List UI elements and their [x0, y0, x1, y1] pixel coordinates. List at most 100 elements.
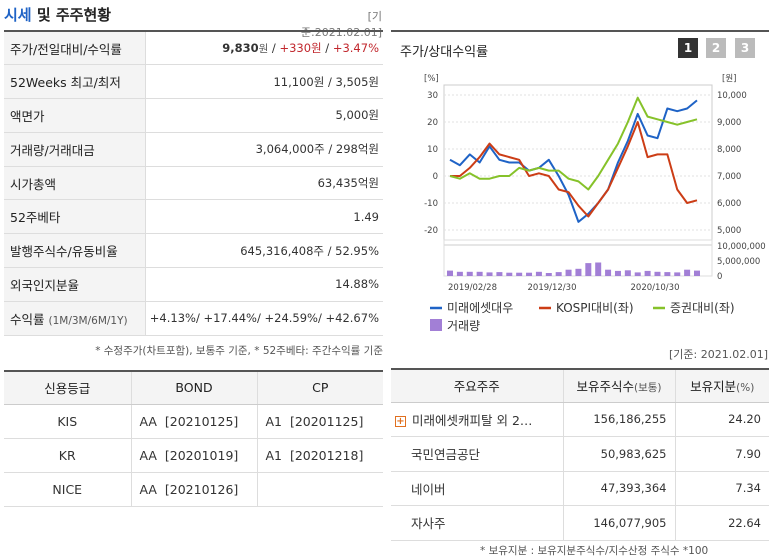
row-label: 52Weeks 최고/최저 [4, 64, 146, 100]
y-left-tick: 20 [427, 118, 438, 128]
title-accent: 시세 [4, 6, 32, 24]
change-value: +330원 [279, 41, 322, 56]
row-label: 수익률 (1M/3M/6M/1Y) [4, 301, 146, 336]
agency: KIS [4, 404, 132, 439]
plot-frame [443, 84, 713, 246]
volume-bar [684, 269, 691, 276]
holder-name: 자사주 [391, 505, 564, 541]
y-right-tick: 5,000 [717, 226, 741, 236]
expand-icon[interactable]: + [395, 415, 406, 427]
row-label: 거래량/거래대금 [4, 132, 146, 167]
holder-shares: 47,393,364 [563, 471, 676, 506]
stock-chart: 30 20 10 0 -10 -20 10,000 9,000 8,000 7,000 6,000 5… [424, 74, 766, 333]
y-right-tick: 9,000 [717, 118, 741, 128]
col-header: 신용등급 [4, 371, 132, 405]
bond-rating: AA [20201019] [131, 438, 258, 473]
volume-bar [694, 270, 700, 276]
row-label: 액면가 [4, 98, 146, 133]
volume-bar [545, 273, 552, 276]
x-tick: 2019/02/28 [448, 283, 497, 293]
returns-sub: (1M/3M/6M/1Y) [48, 314, 128, 327]
row-label: 주가/전일대비/수익률 [4, 31, 146, 66]
x-tick: 2019/12/30 [528, 283, 577, 293]
chart-tab-3[interactable]: 3 [735, 38, 755, 58]
volume-bar [565, 269, 572, 276]
series-line [449, 99, 698, 223]
volume-bar [674, 272, 681, 276]
holder-name: 국민연금공단 [391, 436, 564, 472]
returns-value: +4.13%/ +17.44%/ +24.59%/ +42.67% [145, 301, 383, 336]
holder-pct: 22.64 [675, 505, 769, 541]
chart-tab-2[interactable]: 2 [706, 38, 726, 58]
chart-panel [391, 30, 769, 340]
agency: KR [4, 438, 132, 473]
holders-note: * 보유지분 : 보유지분주식수/지수산정 주식수 *100 [480, 545, 709, 557]
row-value: 3,064,000주 / 298억원 [145, 132, 383, 167]
sep: / [321, 41, 333, 56]
cp-rating: A1 [20201125] [257, 404, 383, 439]
bond-rating: AA [20210126] [131, 472, 258, 507]
col-header-sub: (%) [736, 382, 755, 395]
table-row: 52주베타 1.49 [4, 199, 383, 235]
y-right-tick: 6,000 [717, 199, 741, 209]
y-left-tick: -10 [424, 199, 438, 209]
table-row: NICE AA [20210126] [4, 472, 383, 507]
y-right-tick: 8,000 [717, 145, 741, 155]
volume-bar [535, 271, 542, 276]
legend-label: KOSPI대비(좌) [556, 301, 634, 315]
price-unit: 원 [258, 43, 269, 56]
y-right-tick: 10,000 [717, 91, 747, 101]
table-row: 발행주식수/유동비율 645,316,408주 / 52.95% [4, 233, 383, 269]
table-row: 시가총액 63,435억원 [4, 166, 383, 201]
credit-table: 신용등급 BOND CP KIS AA [20210125] A1 [2020112… [4, 370, 383, 507]
row-value: 11,100원 / 3,505원 [145, 64, 383, 100]
table-row: 52Weeks 최고/최저 11,100원 / 3,505원 [4, 64, 383, 100]
holder-name-cell: + 미래에셋캐피탈 외 2… [391, 402, 564, 437]
row-label: 발행주식수/유동비율 [4, 233, 146, 269]
market-note: * 수정주가(차트포함), 보통주 기준, * 52주베타: 주간수익률 기준 [95, 345, 383, 357]
chart-tab-1[interactable]: 1 [678, 38, 698, 58]
col-header-main: 보유주식수 [576, 379, 634, 395]
table-row: KR AA [20201019] A1 [20201218] [4, 438, 383, 473]
volume-bar [526, 272, 533, 276]
y-left-tick: -20 [424, 226, 438, 236]
rate-value: +3.47% [332, 41, 379, 56]
row-value: 645,316,408주 / 52.95% [145, 233, 383, 269]
holder-shares: 50,983,625 [563, 436, 676, 472]
holder-pct: 24.20 [675, 402, 769, 437]
series-line [449, 96, 698, 191]
table-header: 주요주주 보유주식수(보통) 보유지분(%) [391, 369, 769, 403]
col-header: CP [257, 371, 383, 405]
table-row: 국민연금공단 50,983,625 7.90 [391, 436, 769, 472]
holder-shares: 146,077,905 [563, 505, 676, 541]
y-right-tick: 7,000 [717, 172, 741, 182]
table-header: 신용등급 BOND CP [4, 371, 383, 405]
table-row: 주가/전일대비/수익률 9,830원 / +330원 / +3.47% [4, 31, 383, 66]
y-left-tick: 10 [427, 145, 438, 155]
volume-bar [516, 272, 523, 276]
returns-label: 수익률 [10, 311, 45, 327]
agency: NICE [4, 472, 132, 507]
volume-bar [486, 272, 493, 276]
cp-rating: A1 [20201218] [257, 438, 383, 473]
table-row: 자사주 146,077,905 22.64 [391, 505, 769, 541]
cp-rating [257, 472, 383, 507]
y-left-tick: 30 [427, 91, 438, 101]
y-left-unit: [%] [424, 74, 439, 84]
market-table: 주가/전일대비/수익률 9,830원 / +330원 / +3.47% 52We… [4, 30, 383, 336]
row-label: 52주베타 [4, 199, 146, 235]
row-value: 5,000원 [145, 98, 383, 133]
holder-name[interactable]: 미래에셋캐피탈 외 2… [412, 412, 533, 428]
legend-swatch [430, 319, 442, 331]
volume-bar [575, 268, 582, 276]
volume-bar [447, 270, 453, 276]
volume-bar [555, 272, 562, 276]
volume-tick: 5,000,000 [717, 257, 760, 267]
col-header: BOND [131, 371, 258, 405]
volume-bar [644, 270, 651, 276]
volume-bar [456, 271, 463, 276]
y-right-unit: [원] [722, 74, 736, 84]
col-header: 주요주주 [391, 369, 564, 403]
volume-bar [506, 272, 513, 276]
volume-bar [496, 272, 503, 276]
